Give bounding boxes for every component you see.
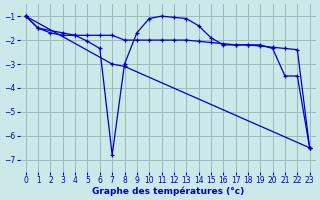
X-axis label: Graphe des températures (°c): Graphe des températures (°c) (92, 186, 244, 196)
